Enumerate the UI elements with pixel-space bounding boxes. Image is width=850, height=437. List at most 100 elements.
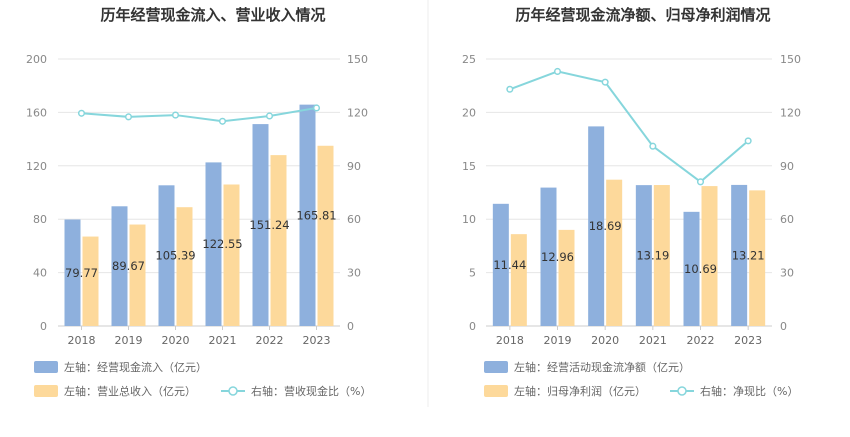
- left-axis-tick: 15: [462, 160, 476, 173]
- bar-net-profit-2022[interactable]: [701, 186, 718, 326]
- right-axis-tick: 90: [780, 160, 794, 173]
- legend-swatch: [34, 385, 58, 397]
- bar-revenue-2022[interactable]: [270, 155, 287, 326]
- bar-cash-net-2018[interactable]: [492, 203, 509, 326]
- x-axis-tick-label: 2020: [591, 334, 619, 347]
- bar-net-profit-2019[interactable]: [558, 229, 575, 326]
- right-axis-tick: 120: [347, 106, 368, 119]
- x-axis-tick-label: 2021: [639, 334, 667, 347]
- x-axis-tick-label: 2019: [115, 334, 143, 347]
- bar-cash-net-2020[interactable]: [588, 126, 605, 326]
- data-label-2022: 151.24: [249, 218, 289, 232]
- line-revenue-cash-ratio: [81, 106, 317, 123]
- data-label-2018: 79.77: [65, 266, 98, 280]
- left-axis-tick: 120: [26, 160, 47, 173]
- data-label-2023: 13.21: [732, 248, 765, 262]
- chart-title: 历年经营现金流净额、归母净利润情况: [515, 6, 770, 24]
- line-point-2023[interactable]: [312, 104, 321, 112]
- line-point-2018[interactable]: [77, 109, 86, 117]
- line-point-2021[interactable]: [649, 142, 657, 150]
- bar-cash-net-2023[interactable]: [731, 184, 748, 326]
- bar-net-profit-2023[interactable]: [749, 190, 766, 326]
- right-axis-tick: 0: [347, 320, 354, 333]
- x-axis-tick-label: 2018: [68, 334, 96, 347]
- legend-swatch: [484, 385, 508, 397]
- line-point-2023[interactable]: [744, 137, 752, 145]
- x-axis-tick-label: 2020: [162, 334, 190, 347]
- x-axis-tick-label: 2023: [734, 334, 762, 347]
- line-point-2019[interactable]: [553, 67, 562, 76]
- legend-item-1[interactable]: 左轴：经营现金流入（亿元）: [34, 360, 207, 374]
- bar-cash-inflow-2020[interactable]: [158, 185, 175, 326]
- legend-marker: [228, 386, 238, 396]
- legend-swatch: [34, 361, 58, 373]
- x-axis-tick-label: 2022: [687, 334, 715, 347]
- bar-revenue-2019[interactable]: [129, 224, 146, 326]
- left-axis-tick: 0: [40, 320, 47, 333]
- bar-revenue-2023[interactable]: [317, 145, 334, 326]
- bar-cash-inflow-2018[interactable]: [64, 219, 81, 326]
- legend-item-1[interactable]: 左轴：经营活动现金流净额（亿元）: [484, 360, 690, 374]
- right-axis-tick: 150: [780, 53, 801, 66]
- bar-net-profit-2020[interactable]: [606, 179, 623, 326]
- x-axis-tick-label: 2022: [256, 334, 284, 347]
- data-label-2021: 13.19: [636, 249, 669, 263]
- legend-item-2[interactable]: 左轴：归母净利润（亿元）: [484, 384, 646, 398]
- left-axis-tick: 200: [26, 53, 47, 66]
- bar-cash-inflow-2021[interactable]: [205, 162, 222, 326]
- legend-label: 左轴：经营活动现金流净额（亿元）: [514, 360, 690, 374]
- right-axis-tick: 60: [347, 213, 361, 226]
- data-label-2022: 10.69: [684, 262, 717, 276]
- legend-label: 右轴：营收现金比（%）: [251, 384, 371, 398]
- bar-revenue-2020[interactable]: [176, 207, 193, 326]
- legend-label: 左轴：归母净利润（亿元）: [514, 384, 646, 398]
- right-axis-tick: 0: [780, 320, 787, 333]
- data-label-2019: 89.67: [112, 259, 145, 273]
- legend-item-2[interactable]: 左轴：营业总收入（亿元）: [34, 384, 196, 398]
- bar-net-profit-2021[interactable]: [653, 185, 670, 326]
- left-axis-tick: 0: [469, 320, 476, 333]
- x-axis-tick-label: 2018: [496, 334, 524, 347]
- line-point-2020[interactable]: [601, 78, 609, 86]
- data-label-2019: 12.96: [541, 250, 574, 264]
- legend-item-3[interactable]: 右轴：营收现金比（%）: [221, 384, 371, 398]
- chart-panel-2: 历年经营现金流净额、归母净利润情况 0 0 5 30 10 60 15 90 20 120 25 150…: [462, 6, 801, 398]
- line-point-2022[interactable]: [265, 112, 274, 120]
- data-label-2021: 122.55: [202, 237, 242, 251]
- right-axis-tick: 30: [780, 267, 794, 280]
- line-point-2019[interactable]: [124, 113, 133, 121]
- bar-net-profit-2018[interactable]: [510, 234, 527, 326]
- legend-label: 右轴：净现比（%）: [700, 384, 798, 398]
- left-axis-tick: 160: [26, 106, 47, 119]
- legend-label: 左轴：营业总收入（亿元）: [64, 384, 196, 398]
- right-axis-tick: 90: [347, 160, 361, 173]
- x-axis-tick-label: 2019: [544, 334, 572, 347]
- left-axis-tick: 5: [469, 267, 476, 280]
- x-axis-tick-label: 2021: [209, 334, 237, 347]
- line-net-cash-ratio: [509, 70, 749, 184]
- chart-panel-1: 历年经营现金流入、营业收入情况 0 0 40 30 80 60 120 90 160 120 200 1…: [26, 6, 371, 398]
- legend-item-3[interactable]: 右轴：净现比（%）: [670, 384, 798, 398]
- bar-cash-net-2022[interactable]: [683, 211, 700, 326]
- bar-revenue-2018[interactable]: [82, 236, 99, 326]
- bar-cash-inflow-2023[interactable]: [299, 104, 316, 326]
- bar-cash-inflow-2022[interactable]: [252, 124, 269, 326]
- legend-swatch: [484, 361, 508, 373]
- data-label-2020: 18.69: [589, 219, 622, 233]
- bar-cash-inflow-2019[interactable]: [111, 206, 128, 326]
- data-label-2020: 105.39: [155, 249, 195, 263]
- line-point-2021[interactable]: [218, 117, 227, 125]
- data-label-2018: 11.44: [493, 258, 526, 272]
- left-axis-tick: 20: [462, 106, 476, 119]
- line-point-2018[interactable]: [506, 85, 514, 93]
- line-point-2022[interactable]: [696, 178, 705, 186]
- line-point-2020[interactable]: [171, 111, 180, 119]
- bar-cash-net-2021[interactable]: [635, 185, 652, 326]
- legend-label: 左轴：经营现金流入（亿元）: [64, 360, 207, 374]
- bar-revenue-2021[interactable]: [223, 184, 240, 326]
- bar-cash-net-2019[interactable]: [540, 187, 557, 326]
- right-axis-tick: 30: [347, 267, 361, 280]
- chart-title: 历年经营现金流入、营业收入情况: [100, 6, 325, 24]
